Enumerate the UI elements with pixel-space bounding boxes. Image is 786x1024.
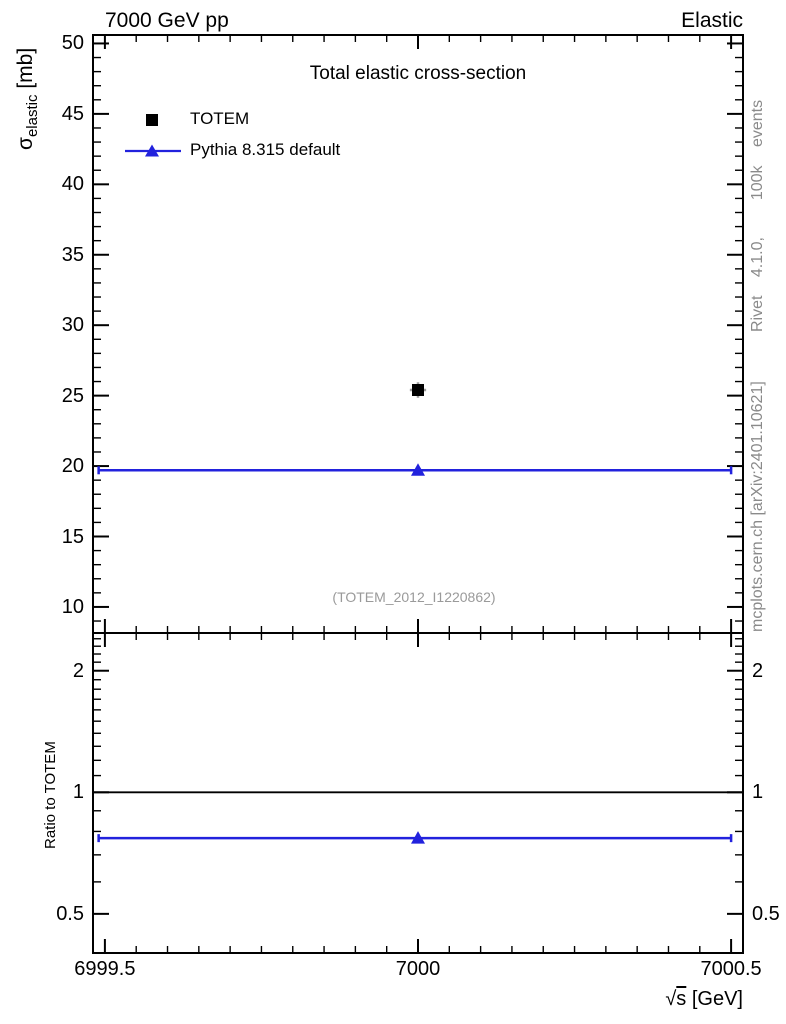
y-tick-label-ratio: 2	[72, 659, 84, 682]
legend-label: Pythia 8.315 default	[190, 140, 341, 159]
analysis-watermark: (TOTEM_2012_I1220862)	[332, 589, 496, 605]
y-tick-label-main: 45	[61, 102, 84, 125]
y-tick-label-main: 15	[61, 525, 84, 548]
y-tick-label-main: 30	[61, 314, 84, 337]
x-tick-label: 7000	[395, 958, 441, 980]
header-beam-energy: 7000 GeV pp	[105, 9, 229, 32]
pythia-ratio-marker	[411, 831, 425, 844]
y-tick-label-ratio-right: 2	[752, 659, 764, 682]
y-tick-label-ratio: 1	[72, 781, 84, 804]
mcplots-arxiv-note: mcplots.cern.ch [arXiv:2401.10621]	[749, 381, 766, 632]
y-tick-label-ratio: 0.5	[56, 902, 84, 925]
legend-label: TOTEM	[190, 109, 250, 128]
y-axis-label-ratio: Ratio to TOTEM	[42, 741, 59, 849]
sigma-subscript: elastic	[24, 94, 42, 138]
x-tick-label: 7000.5	[700, 958, 762, 980]
y-tick-label-ratio-right: 1	[752, 781, 764, 804]
sigma-symbol: σ	[14, 137, 37, 150]
rivet-version-note: Rivet 4.1.0, 100k events	[749, 99, 766, 332]
y-tick-label-main: 40	[61, 173, 84, 196]
totem-data-point	[412, 383, 424, 396]
plot-title: Total elastic cross-section	[309, 63, 527, 84]
sqrt-argument: s	[676, 988, 687, 1010]
triangle-icon	[145, 144, 159, 157]
triangle-legend-marker	[125, 144, 181, 157]
square-icon	[146, 114, 158, 126]
x-axis-label: √s [GeV]	[665, 988, 743, 1011]
y-axis-label-main: σelastic [mb]	[14, 48, 41, 150]
y-axis-unit: [mb]	[14, 47, 37, 95]
y-tick-label-main: 35	[61, 243, 84, 266]
y-tick-label-ratio-right: 0.5	[752, 902, 780, 925]
y-tick-label-main: 20	[61, 455, 84, 478]
sqrt-symbol: √	[665, 988, 677, 1010]
pythia-data-marker	[411, 463, 425, 476]
y-tick-label-main: 25	[61, 384, 84, 407]
y-tick-label-main: 50	[61, 32, 84, 55]
header-process: Elastic	[681, 9, 743, 32]
x-tick-label: 6999.5	[74, 958, 136, 980]
x-axis-unit: [GeV]	[686, 988, 743, 1010]
y-tick-label-main: 10	[61, 595, 84, 618]
square-legend-marker	[146, 114, 158, 126]
